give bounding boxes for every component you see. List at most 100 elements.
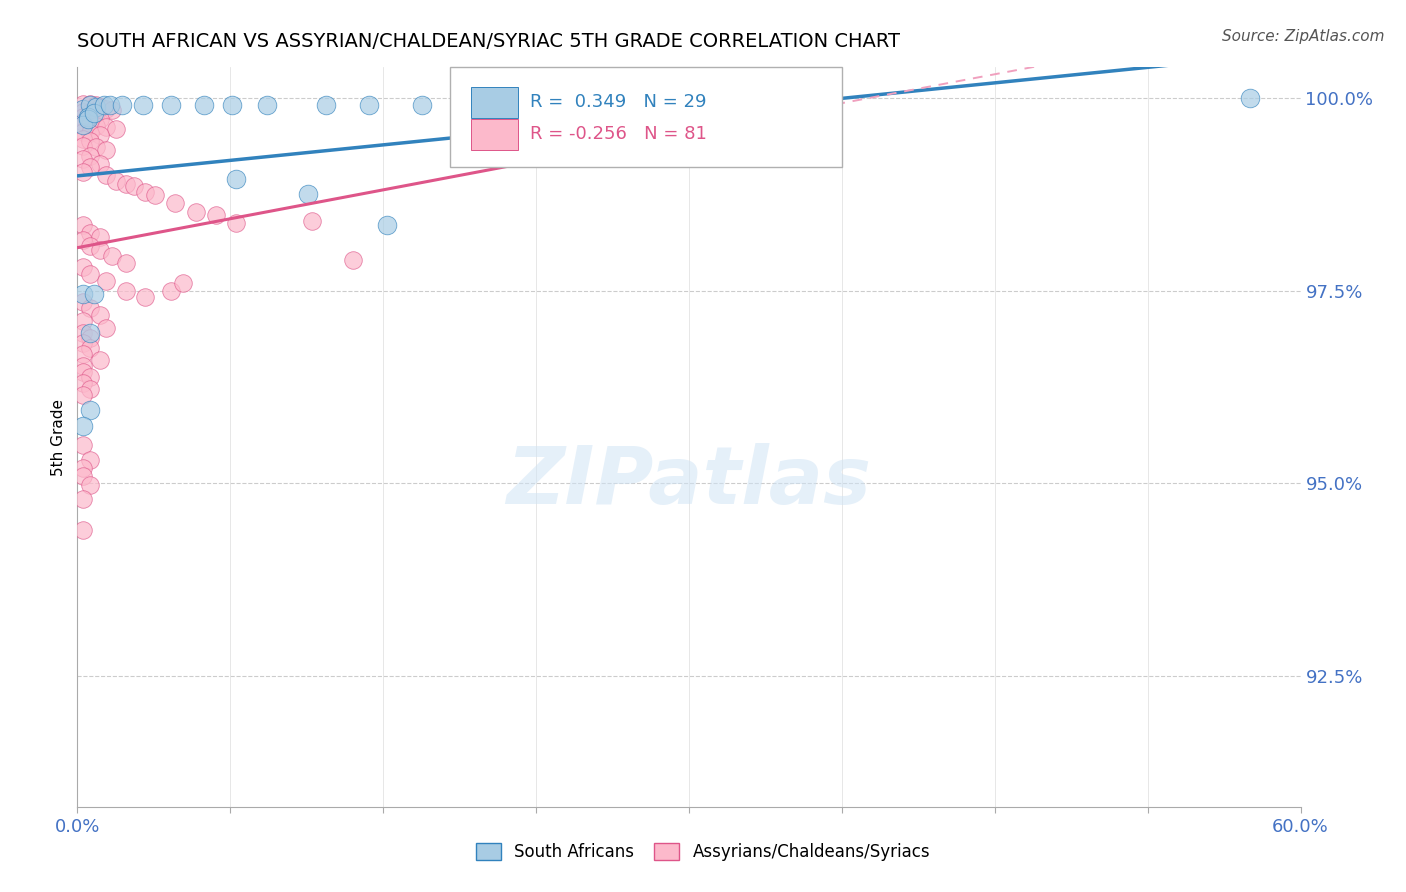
Point: [76, 112, 98, 127]
Point: [72, 103, 94, 117]
Text: 60.0%: 60.0%: [1272, 818, 1329, 837]
Point: [98, 98, 121, 112]
Point: [72, 438, 94, 452]
Point: [79, 160, 101, 174]
Point: [94, 274, 117, 288]
Point: [79, 326, 101, 340]
Point: [94, 120, 117, 134]
Point: [79, 453, 101, 467]
Point: [79, 239, 101, 253]
Text: Source: ZipAtlas.com: Source: ZipAtlas.com: [1222, 29, 1385, 45]
Point: [72, 132, 94, 146]
Text: ZIPatlas: ZIPatlas: [506, 442, 872, 521]
Text: R = -0.256   N = 81: R = -0.256 N = 81: [530, 125, 707, 144]
Point: [101, 103, 124, 117]
Point: [79, 134, 101, 148]
Text: R =  0.349   N = 29: R = 0.349 N = 29: [530, 94, 706, 112]
Point: [94, 320, 117, 334]
Point: [94, 168, 117, 182]
Point: [79, 267, 101, 281]
Point: [134, 185, 156, 199]
Point: [72, 96, 94, 111]
Point: [72, 418, 94, 433]
Text: SOUTH AFRICAN VS ASSYRIAN/CHALDEAN/SYRIAC 5TH GRADE CORRELATION CHART: SOUTH AFRICAN VS ASSYRIAN/CHALDEAN/SYRIA…: [77, 32, 900, 52]
Point: [84, 140, 107, 154]
Point: [79, 149, 101, 163]
Point: [84, 119, 107, 133]
Point: [221, 98, 243, 112]
Point: [79, 226, 101, 240]
Point: [76, 110, 98, 124]
Y-axis label: 5th Grade: 5th Grade: [51, 399, 66, 475]
Point: [79, 98, 101, 112]
Point: [297, 187, 319, 202]
Point: [72, 153, 94, 167]
Point: [124, 178, 146, 193]
Point: [79, 96, 101, 111]
Point: [411, 98, 433, 112]
Point: [72, 115, 94, 129]
Point: [111, 98, 134, 112]
Point: [115, 177, 138, 191]
Point: [72, 468, 94, 483]
Point: [79, 382, 101, 396]
Point: [172, 276, 194, 290]
Point: [72, 376, 94, 390]
Point: [375, 218, 398, 232]
Point: [89, 100, 111, 114]
Point: [84, 106, 107, 120]
Point: [79, 342, 101, 356]
Point: [79, 370, 101, 384]
Point: [115, 256, 138, 270]
Legend: South Africans, Assyrians/Chaldeans/Syriacs: South Africans, Assyrians/Chaldeans/Syri…: [470, 836, 936, 868]
Point: [72, 125, 94, 139]
FancyBboxPatch shape: [450, 67, 842, 167]
Point: [225, 171, 247, 186]
Point: [79, 478, 101, 492]
Point: [301, 214, 323, 228]
Point: [79, 117, 101, 131]
Point: [83, 287, 105, 301]
Point: [131, 98, 153, 112]
Point: [72, 359, 94, 373]
Point: [134, 290, 156, 304]
Point: [79, 331, 101, 345]
Point: [72, 336, 94, 351]
Point: [193, 98, 215, 112]
Point: [89, 229, 111, 244]
Point: [72, 110, 94, 124]
Point: [101, 249, 124, 263]
Point: [93, 98, 115, 112]
Point: [205, 208, 228, 222]
Point: [184, 205, 207, 219]
Point: [225, 216, 247, 230]
Point: [84, 100, 107, 114]
Point: [79, 403, 101, 417]
Point: [79, 301, 101, 315]
Point: [1239, 91, 1261, 105]
Point: [72, 138, 94, 153]
Point: [79, 105, 101, 120]
Point: [79, 126, 101, 140]
Point: [89, 112, 111, 127]
FancyBboxPatch shape: [471, 119, 517, 150]
FancyBboxPatch shape: [471, 87, 517, 118]
Point: [72, 491, 94, 506]
Text: 0.0%: 0.0%: [55, 818, 100, 837]
Point: [72, 218, 94, 232]
Point: [72, 347, 94, 361]
Point: [165, 195, 187, 210]
Point: [72, 388, 94, 402]
Point: [357, 98, 380, 112]
Point: [256, 98, 278, 112]
Point: [160, 284, 183, 298]
Point: [315, 98, 337, 112]
Point: [72, 314, 94, 328]
Point: [89, 128, 111, 142]
Point: [72, 260, 94, 275]
Point: [143, 188, 166, 202]
Point: [94, 143, 117, 157]
Point: [94, 102, 117, 116]
Point: [72, 118, 94, 132]
Point: [72, 295, 94, 310]
